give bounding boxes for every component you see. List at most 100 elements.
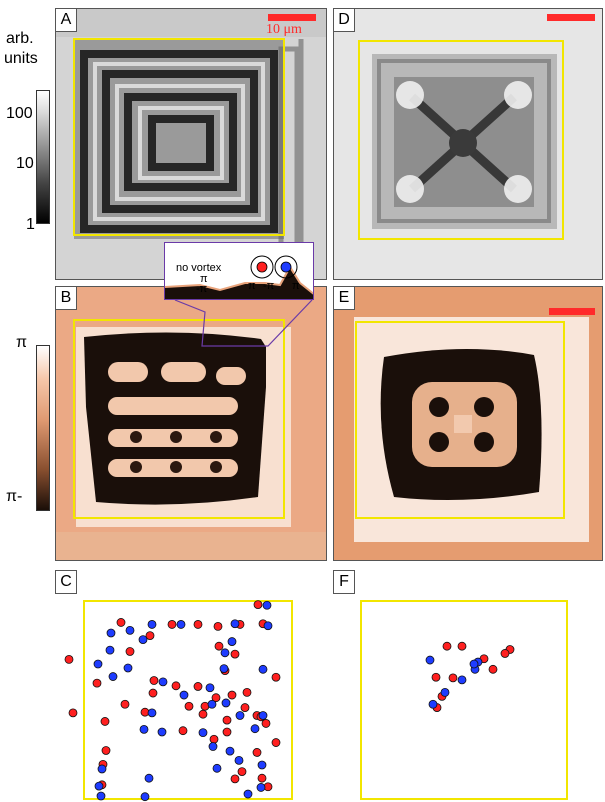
vortex-plus-dot <box>145 631 155 641</box>
vortex-minus-dot <box>106 628 116 638</box>
amplitude-tick-10: 10 <box>16 155 34 172</box>
vortex-minus-dot <box>139 724 149 734</box>
vortex-minus-dot <box>220 648 230 658</box>
vortex-minus-dot <box>205 683 215 693</box>
vortex-minus-dot <box>250 724 260 734</box>
vortex-plus-dot <box>488 664 498 674</box>
vortex-plus-dot <box>178 726 188 736</box>
vortex-minus-dot <box>125 625 135 635</box>
vortex-minus-dot <box>219 664 229 674</box>
vortex-minus-dot <box>230 619 240 629</box>
amplitude-colorbar <box>36 90 50 224</box>
panel-f-highlight-box <box>360 600 568 800</box>
vortex-minus-dot <box>243 789 253 799</box>
vortex-plus-dot <box>101 746 111 755</box>
vortex-minus-dot <box>428 699 438 709</box>
scale-bar-label: 10 μm <box>266 22 302 37</box>
vortex-minus-dot <box>257 760 267 770</box>
vortex-minus-dot <box>96 791 106 801</box>
vortex-plus-dot <box>271 672 281 682</box>
inset-image <box>165 255 313 299</box>
vortex-minus-dot <box>140 792 150 802</box>
vortex-minus-dot <box>176 620 186 629</box>
panel-c-highlight-box <box>83 600 293 800</box>
vortex-minus-dot <box>105 645 115 655</box>
vortex-minus-dot <box>138 635 148 644</box>
vortex-plus-dot <box>116 618 126 627</box>
vortex-plus-dot <box>242 688 252 697</box>
panel-b-highlight-box <box>73 319 285 519</box>
vortex-minus-dot <box>262 600 272 610</box>
vortex-plus-dot <box>211 693 221 703</box>
vortex-plus-dot <box>167 620 177 629</box>
vortex-minus-dot <box>263 621 273 631</box>
vortex-plus-dot <box>500 649 510 658</box>
panel-e-image <box>334 287 602 560</box>
inset-panel <box>164 242 314 300</box>
panel-a-label: A <box>55 8 77 32</box>
vortex-plus-dot <box>442 641 452 651</box>
phase-tick-pi: π <box>16 334 28 351</box>
vortex-plus-dot <box>253 600 263 610</box>
vortex-plus-dot <box>213 622 223 631</box>
inset-no-vortex-label: no vortex <box>176 262 222 274</box>
scale-bar-a <box>268 14 316 21</box>
vortex-plus-dot <box>271 738 281 747</box>
vortex-minus-dot <box>221 698 231 708</box>
vortex-minus-dot <box>234 755 244 765</box>
vortex-plus-dot <box>448 673 458 683</box>
vortex-plus-dot <box>222 715 232 725</box>
vortex-plus-dot <box>198 709 208 719</box>
vortex-plus-dot <box>148 688 158 698</box>
vortex-minus-dot <box>108 672 118 681</box>
amplitude-unit-label-line2: units <box>4 50 38 67</box>
vortex-minus-dot <box>440 688 450 697</box>
inset-phase-label-5: π <box>292 280 300 292</box>
panel-d-image <box>334 9 602 279</box>
vortex-minus-dot <box>227 637 237 646</box>
vortex-plus-dot <box>68 708 78 718</box>
amplitude-colorbar-ticks <box>50 92 55 222</box>
vortex-plus-dot <box>120 699 130 709</box>
vortex-plus-dot <box>184 701 194 711</box>
vortex-minus-dot <box>179 690 189 700</box>
panel-c-label: C <box>55 570 77 594</box>
vortex-plus-dot <box>193 682 203 691</box>
vortex-plus-dot <box>240 703 250 712</box>
panel-e-highlight-box <box>355 321 565 519</box>
vortex-plus-dot <box>257 773 267 783</box>
vortex-minus-dot <box>235 711 245 720</box>
vortex-minus-dot <box>225 746 235 756</box>
vortex-minus-dot <box>123 663 133 673</box>
vortex-plus-dot <box>261 719 271 728</box>
vortex-minus-dot <box>157 727 167 737</box>
vortex-minus-dot <box>212 763 222 773</box>
vortex-plus-dot <box>193 620 203 629</box>
phase-colorbar <box>36 345 50 511</box>
vortex-plus-dot <box>431 672 441 682</box>
vortex-minus-dot <box>147 620 157 629</box>
panel-d-highlight-box <box>358 40 564 240</box>
vortex-plus-dot <box>222 727 232 737</box>
amplitude-tick-1: 1 <box>26 216 35 233</box>
vortex-plus-dot <box>171 681 181 691</box>
inset-phase-label-1: π <box>200 273 208 285</box>
vortex-minus-dot <box>256 783 266 792</box>
vortex-plus-dot <box>230 649 240 659</box>
vortex-plus-dot <box>64 655 74 664</box>
panel-d-label: D <box>333 8 355 32</box>
vortex-plus-dot <box>100 717 110 726</box>
panel-d-amplitude-map <box>333 8 603 280</box>
vortex-plus-dot <box>227 690 237 700</box>
vortex-minus-dot <box>158 677 168 687</box>
panel-e-phase-map <box>333 286 603 561</box>
vortex-minus-dot <box>457 675 467 685</box>
vortex-plus-dot <box>214 641 224 651</box>
inset-phase-label-4: -π <box>263 280 275 292</box>
inset-phase-label-3: π <box>248 280 256 292</box>
vortex-plus-dot <box>230 774 240 784</box>
scale-bar-e <box>549 308 595 315</box>
vortex-plus-dot <box>125 647 135 656</box>
panel-b-label: B <box>55 286 77 310</box>
